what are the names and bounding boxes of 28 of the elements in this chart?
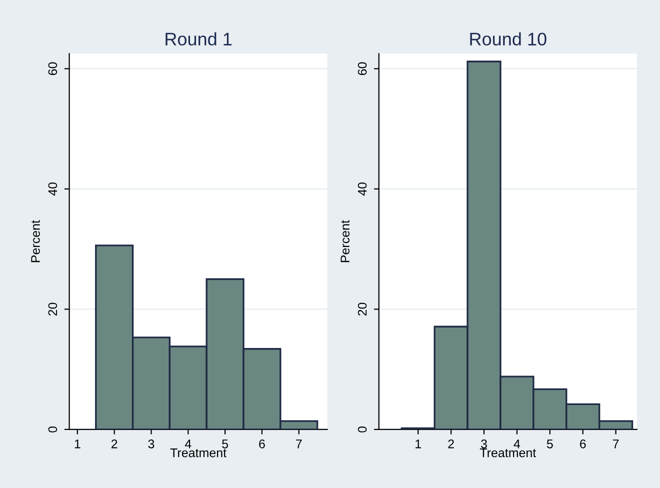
x-tick-label: 6 (259, 439, 265, 448)
y-tick-label: 20 (48, 302, 58, 316)
y-axis-title: Percent (31, 220, 40, 262)
x-tick-label: 6 (580, 439, 586, 448)
x-tick-label: 5 (546, 440, 553, 448)
y-tick-label: 40 (358, 182, 367, 196)
x-tick-label: 5 (222, 440, 228, 448)
y-axis-title: Percent (340, 220, 350, 262)
x-axis-title: Treatment (480, 448, 536, 458)
x-tick-label: 4 (184, 440, 192, 448)
x-tick-label: 4 (514, 440, 520, 448)
x-tick-label: 1 (416, 440, 421, 448)
chart-title: Round 10 (470, 32, 546, 46)
y-tick-label: 40 (48, 182, 58, 196)
x-axis-title: Treatment (170, 448, 226, 458)
x-tick-label: 3 (481, 439, 487, 448)
y-tick-label: 20 (358, 302, 367, 316)
y-tick-label: 0 (358, 426, 367, 432)
x-tick-label: 7 (612, 440, 619, 448)
y-tick-label: 60 (358, 62, 367, 76)
chart-title: Round 1 (166, 32, 232, 46)
y-tick-label: 0 (48, 426, 58, 432)
y-tick-label: 60 (48, 62, 58, 76)
x-tick-label: 2 (448, 439, 454, 448)
x-tick-label: 2 (111, 439, 118, 448)
x-tick-label: 3 (148, 439, 154, 448)
x-tick-label: 1 (74, 440, 80, 448)
x-tick-label: 7 (296, 440, 302, 448)
